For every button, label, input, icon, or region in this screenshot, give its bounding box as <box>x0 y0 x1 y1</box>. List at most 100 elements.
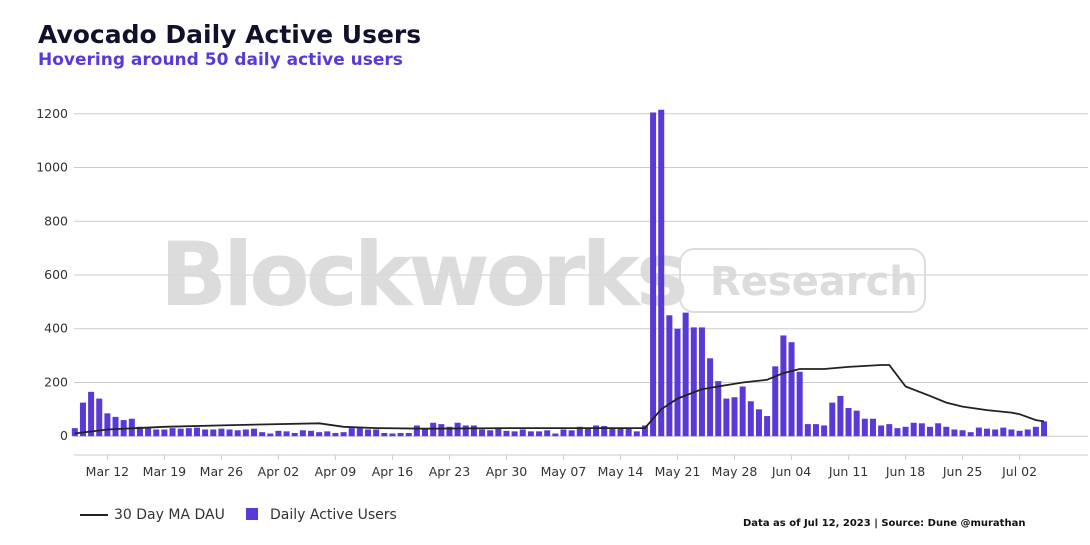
legend-square-icon <box>246 508 258 520</box>
bar <box>161 429 168 437</box>
x-tick-label: Jun 04 <box>771 464 811 479</box>
bar <box>340 432 347 437</box>
x-tick-label: Jun 25 <box>942 464 982 479</box>
bar <box>829 402 836 437</box>
bar <box>234 430 241 437</box>
bar <box>299 430 306 437</box>
bar <box>218 428 225 437</box>
bar <box>519 429 526 437</box>
bar <box>169 428 176 437</box>
bar <box>861 418 868 437</box>
bar <box>462 425 469 437</box>
bar <box>780 335 787 437</box>
bar <box>267 433 274 437</box>
bar <box>1041 421 1048 437</box>
bar <box>666 315 673 437</box>
chart-title: Avocado Daily Active Users <box>38 20 422 49</box>
bar <box>413 425 420 437</box>
bar <box>1024 429 1031 437</box>
bar <box>967 432 974 437</box>
y-tick-label: 400 <box>44 321 68 336</box>
bar <box>479 429 486 437</box>
bar <box>446 426 453 437</box>
bar <box>136 426 143 437</box>
bar <box>984 428 991 437</box>
bar <box>177 428 184 437</box>
bar <box>641 425 648 437</box>
bar <box>682 312 689 437</box>
bar <box>373 429 380 437</box>
bar <box>821 425 828 437</box>
bar <box>283 431 290 437</box>
bar <box>845 407 852 437</box>
bar <box>454 422 461 437</box>
watermark: Blockworks Research <box>160 223 926 326</box>
bar <box>935 423 942 437</box>
x-tick-label: May 21 <box>655 464 701 479</box>
bar <box>405 432 412 437</box>
legend-item-dau[interactable]: Daily Active Users <box>246 507 397 523</box>
bar <box>275 430 282 437</box>
bar <box>804 424 811 437</box>
bar <box>552 433 559 437</box>
bar <box>1016 430 1023 437</box>
bar <box>397 432 404 437</box>
source-note: Data as of Jul 12, 2023 | Source: Dune @… <box>743 518 1026 529</box>
bar <box>707 358 714 437</box>
bar <box>959 430 966 437</box>
bar <box>975 427 982 437</box>
watermark-brand: Blockworks <box>160 223 685 326</box>
bar <box>1032 426 1039 437</box>
bar <box>796 371 803 437</box>
legend-label: Daily Active Users <box>270 507 397 523</box>
bar <box>878 425 885 437</box>
bar <box>902 426 909 437</box>
bar <box>869 418 876 437</box>
y-tick-label: 200 <box>44 374 68 389</box>
bar <box>308 430 315 437</box>
x-tick-label: Jun 18 <box>885 464 925 479</box>
bar <box>625 428 632 437</box>
bar <box>593 425 600 437</box>
bar <box>853 410 860 437</box>
bar <box>324 431 331 437</box>
bar <box>348 428 355 437</box>
bar <box>715 381 722 437</box>
x-tick-label: Apr 16 <box>372 464 414 479</box>
bar <box>495 428 502 437</box>
bar <box>438 424 445 437</box>
bar <box>422 429 429 437</box>
legend-item-ma[interactable]: 30 Day MA DAU <box>80 507 225 523</box>
bar <box>153 429 160 437</box>
bar <box>242 429 249 437</box>
x-tick-label: Mar 19 <box>143 464 187 479</box>
bar <box>772 366 779 437</box>
bar <box>951 429 958 437</box>
bar <box>739 386 746 437</box>
bar <box>193 427 200 437</box>
legend-line-icon <box>80 514 108 516</box>
y-tick-label: 1200 <box>36 106 68 121</box>
bar <box>918 423 925 437</box>
bar <box>536 431 543 437</box>
bar <box>185 428 192 437</box>
bar <box>788 342 795 437</box>
x-tick-label: Jul 02 <box>1001 464 1037 479</box>
bar <box>886 424 893 437</box>
bar <box>633 431 640 437</box>
bar <box>584 428 591 437</box>
bar <box>576 426 583 437</box>
bar <box>226 429 233 437</box>
bar <box>71 428 78 437</box>
bar <box>470 425 477 437</box>
bar <box>560 429 567 437</box>
x-tick-label: May 28 <box>712 464 758 479</box>
x-tick-label: Apr 09 <box>315 464 357 479</box>
x-tick-label: Mar 12 <box>86 464 129 479</box>
bar <box>104 413 111 437</box>
bar <box>764 416 771 437</box>
bar <box>332 432 339 437</box>
watermark-badge-frame <box>679 248 926 313</box>
bar <box>926 426 933 437</box>
